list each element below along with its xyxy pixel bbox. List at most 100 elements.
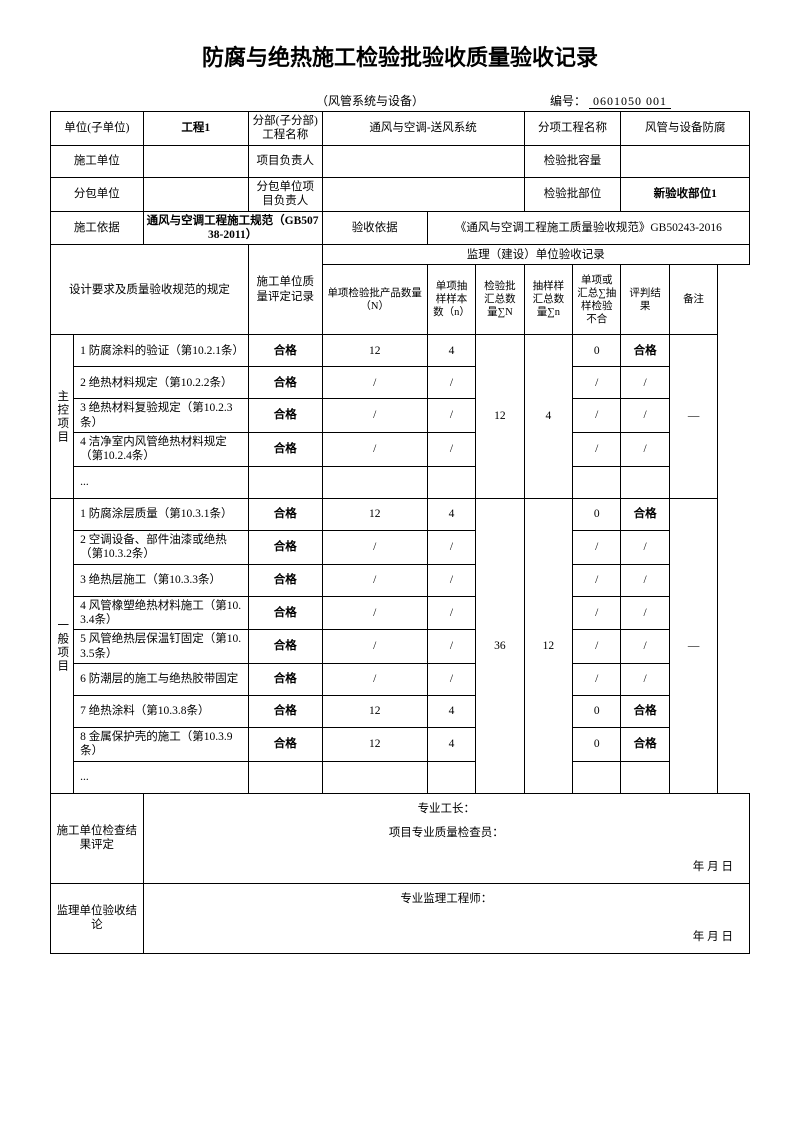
main-row-rec: 合格 [248, 367, 322, 399]
gen-row-desc: 5 风管绝热层保温钉固定（第10.3.5条） [74, 630, 249, 664]
gen-sumn: 12 [524, 498, 572, 793]
main-row-n: / [427, 367, 475, 399]
gen-row-rec: 合格 [248, 664, 322, 696]
main-row-fail: / [573, 433, 621, 467]
gen-row-n: 4 [427, 498, 475, 530]
gen-row-rec: 合格 [248, 498, 322, 530]
gen-row-judge: 合格 [621, 728, 669, 762]
supervise-header: 监理（建设）单位验收记录 [322, 245, 749, 265]
pm-label: 项目负责人 [248, 145, 322, 177]
gen-row-judge: / [621, 596, 669, 630]
gen-row-n: 4 [427, 696, 475, 728]
design-req-header: 设计要求及质量验收规范的规定 [51, 245, 249, 335]
subtitle-center: （风管系统与设备） [50, 92, 550, 109]
gen-row-n: 4 [427, 728, 475, 762]
gen-note: — [669, 498, 717, 793]
gen-row-desc: 1 防腐涂层质量（第10.3.1条） [74, 498, 249, 530]
gen-row-N: / [322, 664, 427, 696]
gen-ellipsis: ... [74, 761, 249, 793]
gen-row-judge: / [621, 664, 669, 696]
gen-row-n: / [427, 564, 475, 596]
main-row-rec: 合格 [248, 335, 322, 367]
subtitle-row: （风管系统与设备） 编号： 0601050 001 [50, 92, 750, 109]
main-row-fail: / [573, 367, 621, 399]
gen-row-judge: / [621, 630, 669, 664]
code-block: 编号： 0601050 001 [550, 92, 750, 109]
gen-row-n: / [427, 630, 475, 664]
subdiv-label: 分部(子分部)工程名称 [248, 112, 322, 146]
code-label: 编号： [550, 94, 586, 108]
gen-row-fail: 0 [573, 696, 621, 728]
gen-row-rec: 合格 [248, 630, 322, 664]
construct-unit-value [143, 145, 248, 177]
main-row-rec: 合格 [248, 433, 322, 467]
foreman-label: 专业工长： [156, 802, 737, 816]
main-row-n: / [427, 433, 475, 467]
main-row-n: / [427, 399, 475, 433]
gen-row-N: 12 [322, 696, 427, 728]
main-row-rec: 合格 [248, 399, 322, 433]
gen-row-rec: 合格 [248, 530, 322, 564]
main-row-fail: 0 [573, 335, 621, 367]
gen-row-rec: 合格 [248, 696, 322, 728]
gen-row-judge: 合格 [621, 498, 669, 530]
construct-check-block: 专业工长： 项目专业质量检查员： 年 月 日 [143, 793, 749, 883]
main-row-judge: / [621, 433, 669, 467]
main-table: 单位(子单位) 工程1 分部(子分部)工程名称 通风与空调-送风系统 分项工程名… [50, 111, 750, 954]
main-row-judge: / [621, 367, 669, 399]
basis-label: 施工依据 [51, 211, 144, 245]
gen-row-judge: / [621, 564, 669, 596]
pm-value [322, 145, 524, 177]
main-row-n: 4 [427, 335, 475, 367]
gen-row-judge: 合格 [621, 696, 669, 728]
main-ellipsis: ... [74, 466, 249, 498]
main-row-judge: 合格 [621, 335, 669, 367]
main-row-desc: 4 洁净室内风管绝热材料规定（第10.2.4条） [74, 433, 249, 467]
subcontract-pm-label: 分包单位项目负责人 [248, 177, 322, 211]
item-value: 风管与设备防腐 [621, 112, 750, 146]
main-row-desc: 1 防腐涂料的验证（第10.2.1条） [74, 335, 249, 367]
gen-row-fail: / [573, 530, 621, 564]
gen-row-rec: 合格 [248, 564, 322, 596]
gen-row-N: / [322, 530, 427, 564]
col-N: 单项检验批产品数量（N） [322, 265, 427, 335]
subdiv-value: 通风与空调-送风系统 [322, 112, 524, 146]
col-note: 备注 [669, 265, 717, 335]
code-value: 0601050 001 [589, 94, 671, 109]
main-row-N: / [322, 433, 427, 467]
main-sumN: 12 [476, 335, 524, 499]
date-label: 年 月 日 [693, 860, 733, 874]
page-title: 防腐与绝热施工检验批验收质量验收记录 [50, 40, 750, 72]
supervise-conclusion-label: 监理单位验收结论 [51, 883, 144, 953]
subcontract-label: 分包单位 [51, 177, 144, 211]
gen-row-n: / [427, 596, 475, 630]
basis-value: 通风与空调工程施工规范（GB50738-2011） [143, 211, 322, 245]
subcontract-value [143, 177, 248, 211]
item-label: 分项工程名称 [524, 112, 621, 146]
gen-row-fail: / [573, 564, 621, 596]
main-row-N: 12 [322, 335, 427, 367]
gen-row-n: / [427, 664, 475, 696]
accept-basis-value: 《通风与空调工程施工质量验收规范》GB50243-2016 [427, 211, 749, 245]
gen-row-N: / [322, 564, 427, 596]
general-section-label: 一般项目 [51, 498, 74, 793]
gen-row-desc: 8 金属保护壳的施工（第10.3.9条） [74, 728, 249, 762]
main-row-N: / [322, 399, 427, 433]
gen-row-fail: / [573, 630, 621, 664]
main-section-label: 主控项目 [51, 335, 74, 499]
batch-part-label: 检验批部位 [524, 177, 621, 211]
gen-row-fail: 0 [573, 498, 621, 530]
col-n: 单项抽样样本数（n） [427, 265, 475, 335]
batch-cap-value [621, 145, 750, 177]
gen-row-desc: 6 防潮层的施工与绝热胶带固定 [74, 664, 249, 696]
main-row-N: / [322, 367, 427, 399]
gen-row-N: / [322, 596, 427, 630]
gen-row-rec: 合格 [248, 596, 322, 630]
gen-row-desc: 2 空调设备、部件油漆或绝热（第10.3.2条） [74, 530, 249, 564]
supervise-eng-label: 专业监理工程师： [156, 892, 737, 906]
main-row-desc: 2 绝热材料规定（第10.2.2条） [74, 367, 249, 399]
gen-row-desc: 7 绝热涂料（第10.3.8条） [74, 696, 249, 728]
qc-label: 项目专业质量检查员： [156, 826, 737, 840]
gen-row-rec: 合格 [248, 728, 322, 762]
date-label-2: 年 月 日 [693, 930, 733, 944]
